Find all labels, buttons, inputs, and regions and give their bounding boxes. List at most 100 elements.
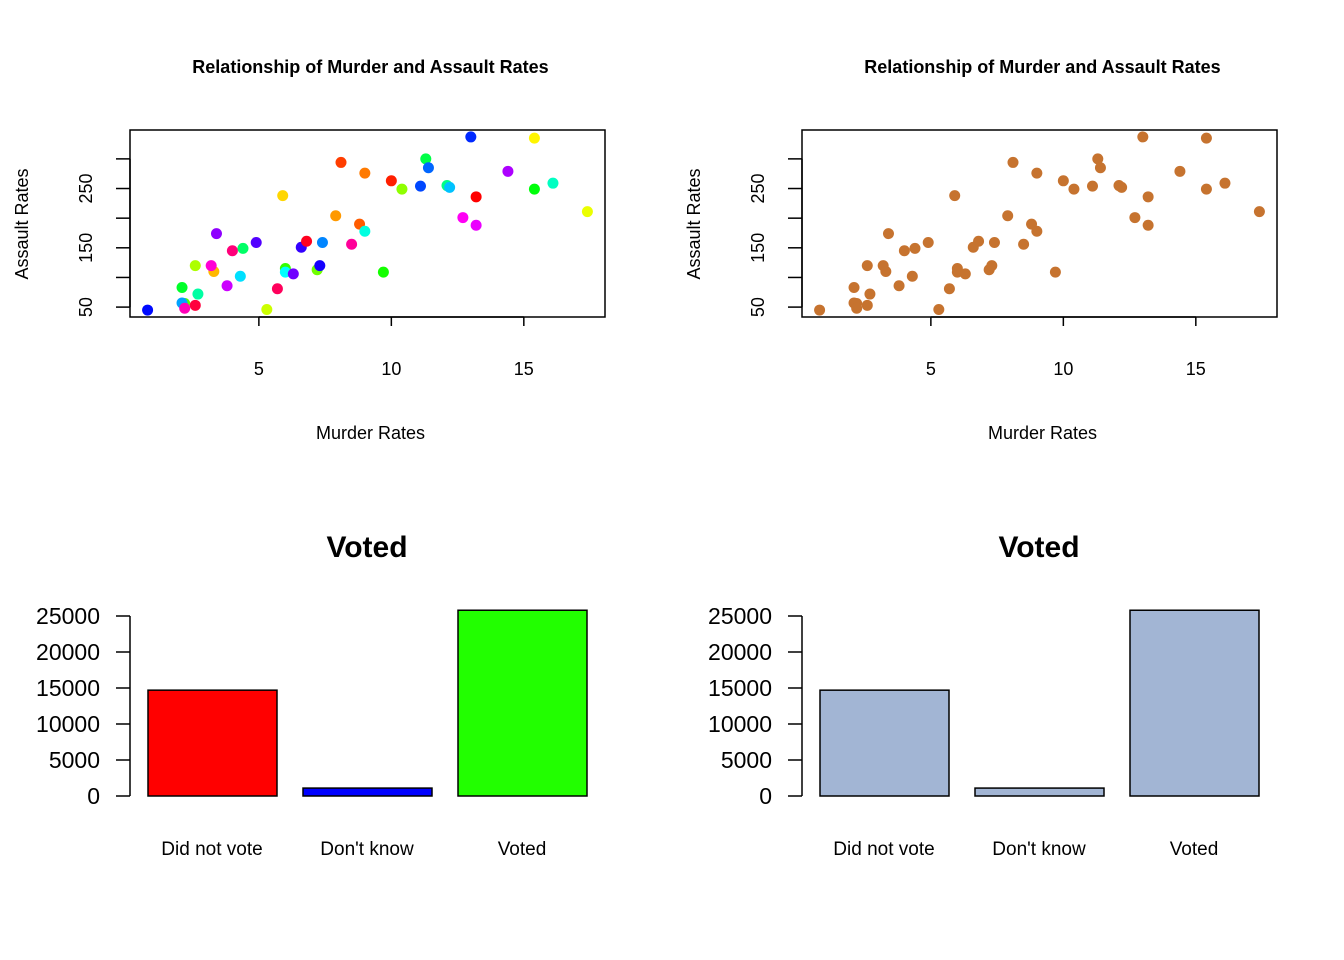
chart-title: Voted (326, 531, 407, 564)
chart-title: Relationship of Murder and Assault Rates (192, 57, 548, 77)
chart-title: Relationship of Murder and Assault Rates (864, 57, 1220, 77)
data-point (959, 268, 971, 280)
category-label: Voted (1170, 839, 1219, 860)
y-axis-label: Assault Rates (684, 168, 704, 279)
data-point (1142, 191, 1154, 203)
data-point (205, 260, 217, 272)
y-tick-label: 25000 (708, 603, 772, 629)
data-point (314, 260, 326, 272)
x-tick-label: 15 (1186, 359, 1206, 379)
category-label: Voted (498, 839, 547, 860)
data-point (1174, 165, 1186, 177)
y-tick-label: 20000 (36, 639, 100, 665)
data-point (414, 180, 426, 192)
data-point (949, 190, 961, 202)
data-point (470, 191, 482, 203)
bar-panel-2: Voted 0 5000 10000 15000 20000 25000 Did not vo… (36, 531, 588, 860)
data-point (189, 299, 201, 311)
y-tick-label: 15000 (708, 675, 772, 701)
y-tick-label: 0 (87, 783, 100, 809)
data-point (861, 260, 873, 272)
chart-title: Voted (998, 531, 1079, 564)
data-point (1137, 131, 1149, 143)
data-point (973, 235, 985, 247)
data-point (581, 206, 593, 218)
y-tick-label: 0 (759, 783, 772, 809)
data-point (1068, 183, 1080, 195)
data-point (864, 288, 876, 300)
data-point (210, 228, 222, 240)
y-tick-label: 10000 (36, 711, 100, 737)
y-tick-label: 5000 (721, 747, 772, 773)
data-point (1219, 177, 1231, 189)
scatter-panel-1: Relationship of Murder and Assault Rates… (684, 57, 1278, 443)
data-point (277, 190, 289, 202)
data-point (882, 228, 894, 240)
data-point (465, 131, 477, 143)
y-tick-label: 150 (76, 233, 96, 263)
y-tick-label: 20000 (708, 639, 772, 665)
bar-panel-3: Voted 0 5000 10000 15000 20000 25000 Did not vo… (708, 531, 1260, 860)
data-point (261, 303, 273, 315)
data-point (848, 282, 860, 294)
data-point (922, 236, 934, 248)
data-point (1018, 238, 1030, 250)
data-point (330, 210, 342, 222)
y-tick-label: 25000 (36, 603, 100, 629)
data-point (226, 245, 238, 257)
x-axis-label: Murder Rates (316, 423, 425, 443)
data-point (1253, 206, 1265, 218)
data-point (861, 299, 873, 311)
data-point (1200, 132, 1212, 144)
data-point (1200, 183, 1212, 195)
data-point (877, 260, 889, 272)
data-point (335, 156, 347, 168)
data-point (1007, 156, 1019, 168)
bar-2 (1129, 609, 1260, 797)
x-tick-label: 5 (926, 359, 936, 379)
data-point (221, 280, 233, 292)
bar-1 (302, 787, 433, 797)
data-point (909, 242, 921, 254)
y-tick-label: 150 (748, 233, 768, 263)
x-tick-label: 10 (381, 359, 401, 379)
category-label: Did not vote (833, 839, 934, 860)
category-label: Did not vote (161, 839, 262, 860)
data-point (1002, 210, 1014, 222)
data-point (1031, 225, 1043, 237)
data-point (287, 268, 299, 280)
data-point (457, 212, 469, 224)
data-point (444, 181, 456, 193)
y-tick-label: 50 (76, 297, 96, 317)
plot-box (129, 129, 606, 318)
data-point (250, 236, 262, 248)
data-point (851, 302, 863, 314)
category-label: Don't know (992, 839, 1086, 860)
data-point (943, 283, 955, 295)
data-point (377, 266, 389, 278)
y-tick-label: 5000 (49, 747, 100, 773)
data-point (893, 280, 905, 292)
data-point (470, 219, 482, 231)
category-label: Don't know (320, 839, 414, 860)
data-point (1116, 181, 1128, 193)
data-point (422, 162, 434, 174)
data-point (420, 153, 432, 165)
bar-2 (457, 609, 588, 797)
plot-box (801, 129, 1278, 318)
data-point (142, 304, 154, 316)
data-point (1129, 212, 1141, 224)
y-tick-label: 15000 (36, 675, 100, 701)
bar-0 (147, 689, 278, 797)
data-point (1031, 167, 1043, 179)
data-point (528, 132, 540, 144)
data-point (359, 167, 371, 179)
data-point (237, 242, 249, 254)
data-point (898, 245, 910, 257)
y-tick-label: 250 (76, 173, 96, 203)
data-point (906, 270, 918, 282)
y-axis-label: Assault Rates (12, 168, 32, 279)
data-point (814, 304, 826, 316)
data-point (359, 225, 371, 237)
